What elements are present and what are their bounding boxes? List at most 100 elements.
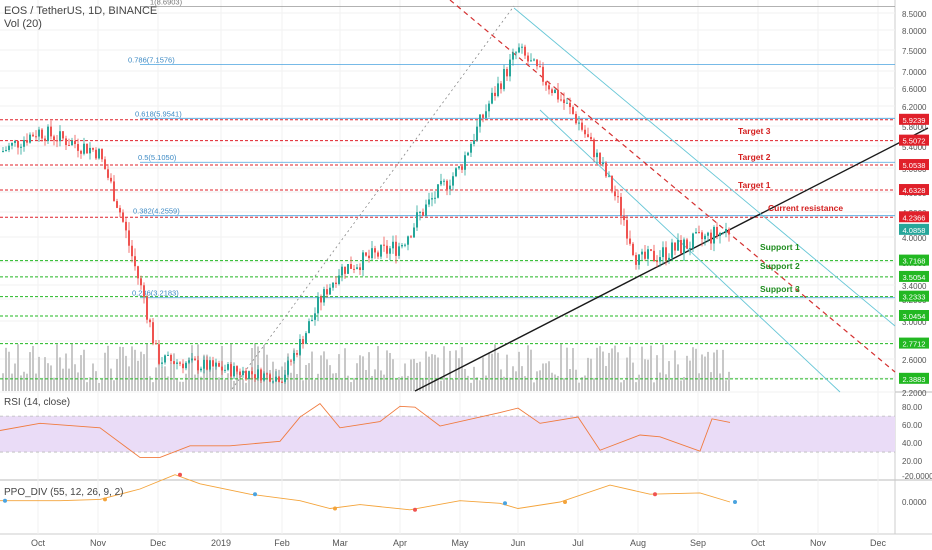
volume-bar [533,382,535,391]
candle-body [158,344,160,364]
volume-bar [407,375,409,391]
volume-bar [545,363,547,391]
candle-body [458,166,460,169]
annotations: Target 3 Target 2 Target 1 Current resistan… [738,126,843,294]
rsi-band [0,416,895,453]
volume-bar [125,355,127,391]
volume-bar [665,374,667,391]
time-axis[interactable]: Oct Nov Dec 2019 Feb Mar Apr May Jun Jul Aug Sep Oct… [31,538,887,548]
volume-bar [443,346,445,391]
ascending-trendline[interactable] [414,127,929,392]
candle-body [287,360,289,375]
descending-resistance-line[interactable] [449,0,896,373]
support1-label[interactable]: Support 1 [760,242,800,252]
candle-body [173,361,175,364]
candle-body [536,59,538,67]
candle-body [362,252,364,271]
volume-bar [674,350,676,391]
fib-retracement[interactable]: 1(8.6903) 0.786(7.1576) 0.618(5.9541) 0.5(5… [128,0,895,299]
candle-body [413,227,415,238]
current-resistance-label[interactable]: Current resistance [768,203,843,213]
candle-body [227,364,229,370]
ppo-legend[interactable]: PPO_DIV (55, 12, 26, 9, 2) [4,487,124,498]
candle-body [584,129,586,135]
volume-bar [104,352,106,391]
candle-body [53,136,55,141]
volume-bar [68,368,70,391]
volume-bar [326,359,328,391]
volume-bar [449,350,451,391]
support3-label[interactable]: Support 3 [760,284,800,294]
volume-bar [89,377,91,391]
price-axis[interactable]: 8.5000 8.0000 7.5000 7.0000 6.6000 6.2000 5.80… [899,10,929,398]
candle-body [446,180,448,190]
volume-bar [218,377,220,391]
candle-body [590,136,592,140]
time-tick-label: Feb [274,538,290,548]
candle-body [248,371,250,380]
candle-body [5,150,7,152]
volume-bar [170,362,172,391]
candle-body [575,113,577,124]
candle-body [236,366,238,372]
volume-bar [680,380,682,391]
candle-body [83,143,85,154]
volume-bar [659,372,661,391]
volume-legend[interactable]: Vol (20) [4,18,42,30]
volume-bar [683,376,685,391]
time-tick-label: Mar [332,538,348,548]
rsi-tick-label: 80.00 [902,403,923,412]
volume-bar [8,351,10,391]
volume-bars [2,343,730,391]
volume-bar [131,346,133,391]
candle-body [509,59,511,77]
trend-lines[interactable] [231,0,929,393]
volume-bar [41,379,43,391]
candle-body [29,134,31,143]
target2-label[interactable]: Target 2 [738,152,771,162]
volume-bar [260,380,262,391]
volume-bar [728,371,730,391]
price-tag-text: 5.5072 [903,137,926,146]
candle-body [269,374,271,382]
time-tick-label: Dec [870,538,887,548]
support2-label[interactable]: Support 2 [760,261,800,271]
rsi-legend[interactable]: RSI (14, close) [4,397,71,408]
rsi-line [0,402,731,458]
candle-body [194,358,196,361]
price-tag [899,254,929,266]
candle-body [680,240,682,254]
candle-body [683,239,685,254]
price-tag-text: 3.0454 [903,312,926,321]
volume-bar [110,368,112,391]
volume-bar [473,366,475,391]
volume-bar [113,380,115,391]
candle-body [302,339,304,344]
volume-bar [65,353,67,391]
target3-label[interactable]: Target 3 [738,126,771,136]
candle-body [332,282,334,288]
candle-body [620,196,622,216]
candle-body [374,248,376,253]
candle-body [548,85,550,90]
candle-body [23,140,25,147]
target1-label[interactable]: Target 1 [738,180,771,190]
volume-bar [173,353,175,391]
candle-body [293,353,295,361]
candle-body [422,211,424,216]
volume-bar [602,351,604,391]
volume-bar [689,360,691,391]
volume-bar [365,369,367,391]
time-tick-label: May [451,538,469,548]
volume-bar [38,356,40,391]
candle-body [530,60,532,62]
symbol-title[interactable]: EOS / TetherUS, 1D, BINANCE [4,5,158,17]
volume-bar [662,344,664,391]
volume-bar [176,378,178,391]
candle-body [38,129,40,137]
candle-body [578,122,580,124]
candle-body [476,126,478,141]
candle-body [710,232,712,244]
volume-bar [617,352,619,391]
